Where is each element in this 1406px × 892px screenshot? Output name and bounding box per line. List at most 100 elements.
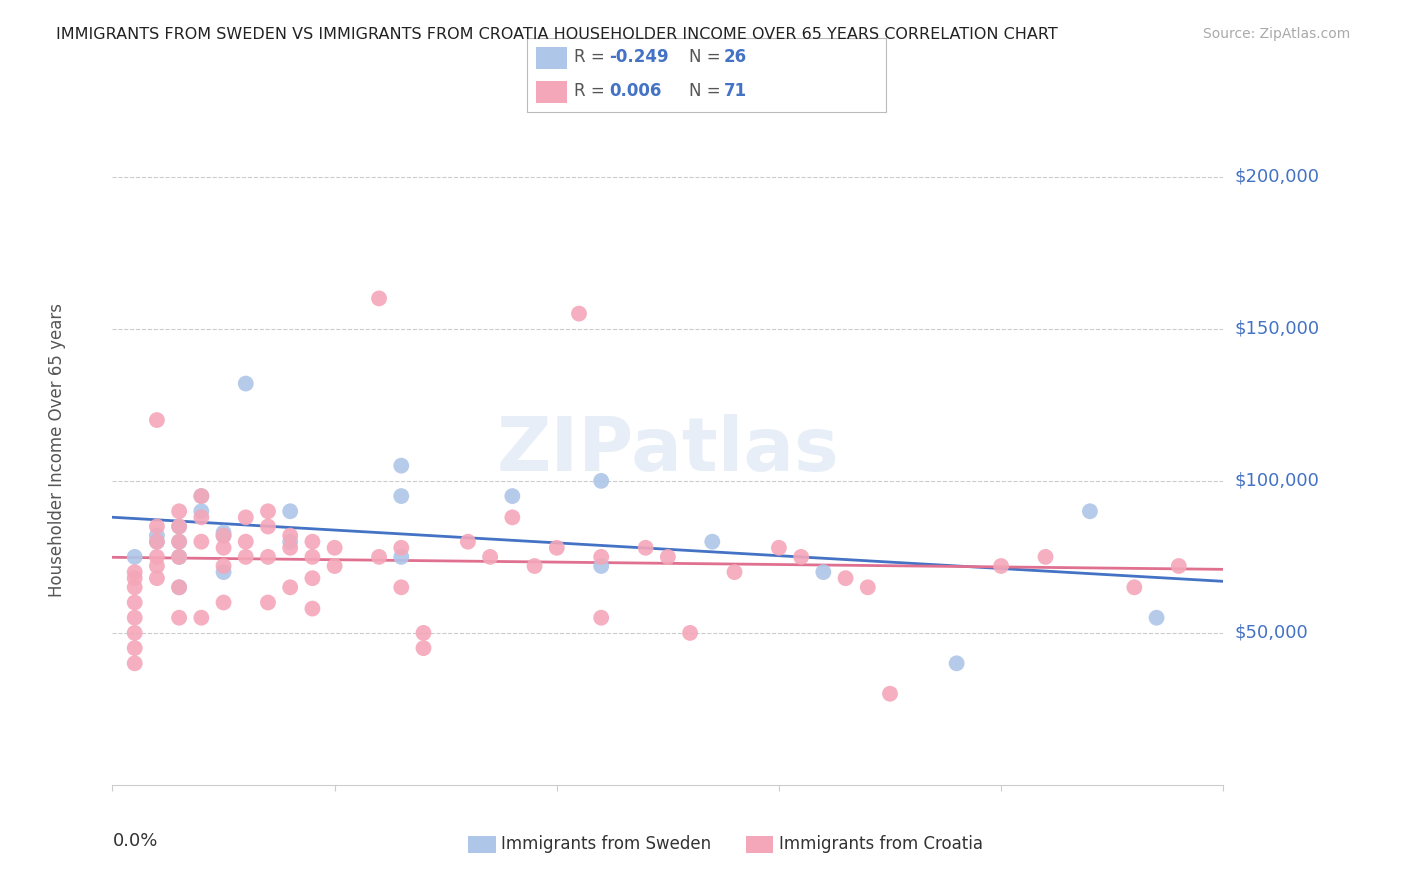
Point <box>1123 580 1146 594</box>
Point <box>257 595 280 609</box>
Point <box>146 559 169 574</box>
Text: $150,000: $150,000 <box>1234 320 1319 338</box>
Bar <box>745 837 773 853</box>
Point <box>257 519 280 533</box>
Point <box>591 559 613 574</box>
Point <box>124 580 146 594</box>
Point <box>167 534 190 549</box>
Text: ZIPatlas: ZIPatlas <box>496 414 839 487</box>
Point <box>368 292 391 306</box>
Point <box>212 559 235 574</box>
Point <box>368 549 391 564</box>
Point <box>301 571 323 585</box>
Point <box>591 474 613 488</box>
Point <box>389 541 412 555</box>
Point <box>124 641 146 656</box>
Point <box>190 489 212 503</box>
Point <box>212 595 235 609</box>
Text: 26: 26 <box>724 48 747 66</box>
Point <box>412 626 434 640</box>
Point <box>723 565 745 579</box>
Point <box>389 458 412 473</box>
Point <box>546 541 568 555</box>
Point <box>190 489 212 503</box>
Point <box>990 559 1012 574</box>
Point <box>212 525 235 540</box>
Point <box>278 528 301 542</box>
Point <box>790 549 813 564</box>
Point <box>146 549 169 564</box>
Point <box>856 580 879 594</box>
Point <box>702 534 724 549</box>
Point <box>146 534 169 549</box>
Point <box>235 549 257 564</box>
Point <box>146 519 169 533</box>
Point <box>323 559 346 574</box>
Point <box>834 571 856 585</box>
Point <box>301 549 323 564</box>
Point <box>212 528 235 542</box>
Point <box>146 413 169 427</box>
Text: R =: R = <box>574 48 610 66</box>
Point <box>167 519 190 533</box>
Point <box>124 595 146 609</box>
Text: Immigrants from Sweden: Immigrants from Sweden <box>501 835 711 853</box>
Text: 0.0%: 0.0% <box>112 831 157 850</box>
Point <box>479 549 502 564</box>
Point <box>212 528 235 542</box>
Point <box>634 541 657 555</box>
Point <box>146 528 169 542</box>
Point <box>591 611 613 625</box>
Point <box>657 549 679 564</box>
Point <box>278 541 301 555</box>
Text: R =: R = <box>574 82 610 100</box>
Text: $100,000: $100,000 <box>1234 472 1319 490</box>
Point <box>124 571 146 585</box>
Point <box>235 376 257 391</box>
Point <box>124 657 146 671</box>
Point <box>167 580 190 594</box>
Point <box>1167 559 1189 574</box>
Text: Source: ZipAtlas.com: Source: ZipAtlas.com <box>1202 27 1350 41</box>
Point <box>167 534 190 549</box>
Point <box>167 549 190 564</box>
Point <box>124 626 146 640</box>
Text: $50,000: $50,000 <box>1234 624 1308 642</box>
Point <box>523 559 546 574</box>
Point <box>679 626 702 640</box>
Text: N =: N = <box>689 48 725 66</box>
Point <box>301 534 323 549</box>
Point <box>323 541 346 555</box>
Text: $200,000: $200,000 <box>1234 168 1319 186</box>
Point <box>167 611 190 625</box>
Point <box>278 534 301 549</box>
Point <box>146 534 169 549</box>
Point <box>124 611 146 625</box>
Point <box>235 534 257 549</box>
Text: IMMIGRANTS FROM SWEDEN VS IMMIGRANTS FROM CROATIA HOUSEHOLDER INCOME OVER 65 YEA: IMMIGRANTS FROM SWEDEN VS IMMIGRANTS FRO… <box>56 27 1057 42</box>
Point <box>257 504 280 518</box>
Point <box>190 534 212 549</box>
Text: Immigrants from Croatia: Immigrants from Croatia <box>779 835 983 853</box>
Point <box>879 687 901 701</box>
Text: -0.249: -0.249 <box>609 48 668 66</box>
Point <box>768 541 790 555</box>
Point <box>501 510 523 524</box>
Point <box>278 504 301 518</box>
Point <box>124 549 146 564</box>
Point <box>591 549 613 564</box>
Point <box>212 565 235 579</box>
Point <box>1035 549 1057 564</box>
Point <box>301 601 323 615</box>
Point <box>167 580 190 594</box>
Text: 71: 71 <box>724 82 747 100</box>
Point <box>190 510 212 524</box>
Point <box>389 489 412 503</box>
Point <box>190 611 212 625</box>
Text: 0.006: 0.006 <box>609 82 661 100</box>
Point <box>212 541 235 555</box>
Point <box>124 565 146 579</box>
Point <box>146 571 169 585</box>
Point <box>167 519 190 533</box>
Point <box>278 580 301 594</box>
